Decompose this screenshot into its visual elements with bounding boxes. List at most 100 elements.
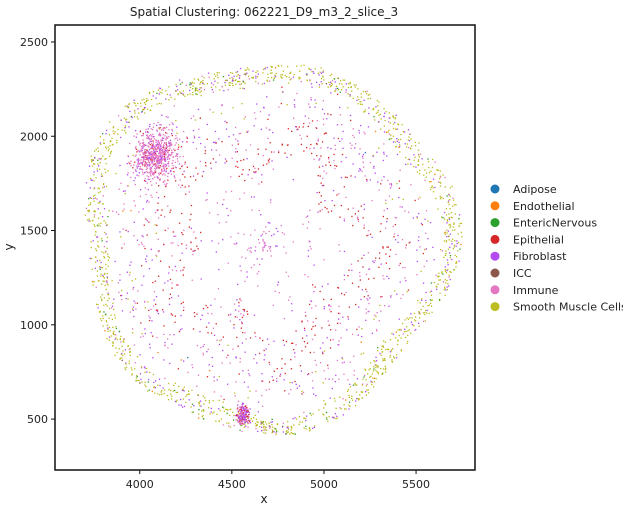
point — [221, 86, 223, 88]
point — [239, 406, 241, 408]
point — [242, 423, 245, 425]
point — [218, 375, 220, 378]
point — [153, 152, 155, 155]
point — [307, 276, 309, 278]
point — [373, 381, 375, 383]
point — [215, 75, 217, 77]
point — [295, 383, 297, 385]
point — [303, 411, 305, 414]
point — [245, 74, 247, 76]
point — [99, 268, 101, 270]
point — [100, 261, 102, 264]
point — [179, 83, 182, 85]
point — [99, 142, 101, 144]
point — [141, 111, 143, 113]
point — [407, 289, 410, 291]
point — [390, 296, 392, 298]
point — [169, 94, 171, 96]
point — [254, 414, 256, 416]
point — [262, 248, 264, 251]
point — [125, 118, 128, 120]
point — [368, 268, 370, 271]
point — [148, 143, 150, 145]
point — [281, 77, 283, 79]
point — [337, 77, 339, 79]
point — [407, 158, 409, 160]
point — [114, 260, 116, 263]
point — [163, 244, 165, 246]
point — [128, 121, 130, 123]
point — [174, 400, 177, 403]
point — [199, 91, 201, 93]
point — [296, 129, 298, 131]
point — [205, 399, 207, 402]
point — [182, 93, 184, 95]
point — [179, 138, 181, 140]
point — [247, 75, 250, 77]
point — [234, 151, 237, 153]
point — [398, 141, 400, 144]
point — [275, 245, 277, 247]
point — [456, 240, 458, 242]
point — [168, 389, 170, 391]
point — [246, 420, 248, 423]
point — [130, 176, 132, 179]
point — [361, 257, 363, 259]
point — [267, 137, 269, 139]
point — [157, 250, 159, 253]
point — [147, 165, 149, 167]
point — [163, 164, 165, 166]
point — [133, 235, 135, 237]
point — [323, 259, 325, 261]
point — [149, 147, 152, 149]
point — [175, 142, 177, 144]
point — [240, 420, 242, 422]
point — [202, 79, 204, 82]
point — [386, 275, 388, 277]
point — [146, 137, 148, 139]
point — [363, 296, 366, 298]
point — [227, 383, 229, 385]
point — [230, 190, 233, 193]
point — [98, 202, 101, 204]
point — [160, 153, 162, 155]
point — [92, 284, 94, 286]
point — [390, 185, 393, 187]
point — [248, 411, 250, 414]
point — [129, 110, 131, 112]
point — [281, 143, 283, 145]
point — [268, 129, 270, 131]
point — [166, 126, 168, 128]
point — [88, 198, 90, 200]
point — [243, 411, 246, 414]
point — [142, 108, 144, 110]
point — [403, 331, 406, 333]
point — [375, 366, 377, 369]
point — [147, 159, 150, 161]
point — [257, 82, 259, 84]
point — [339, 322, 341, 324]
point — [115, 172, 117, 175]
point — [104, 330, 106, 332]
point — [350, 147, 352, 150]
point — [443, 256, 445, 259]
point — [165, 116, 167, 118]
point — [380, 296, 382, 298]
point — [143, 152, 145, 154]
point — [166, 156, 168, 158]
point — [371, 381, 373, 383]
point — [422, 320, 425, 322]
point — [337, 87, 339, 90]
point — [419, 317, 421, 319]
point — [234, 79, 236, 82]
point — [136, 356, 139, 358]
point — [248, 419, 250, 421]
x-tick-label: 4000 — [126, 478, 154, 491]
point — [115, 337, 117, 339]
point — [176, 85, 178, 88]
point — [170, 173, 172, 175]
point — [381, 351, 383, 353]
point — [162, 149, 164, 151]
point — [289, 433, 291, 435]
point — [187, 357, 189, 359]
